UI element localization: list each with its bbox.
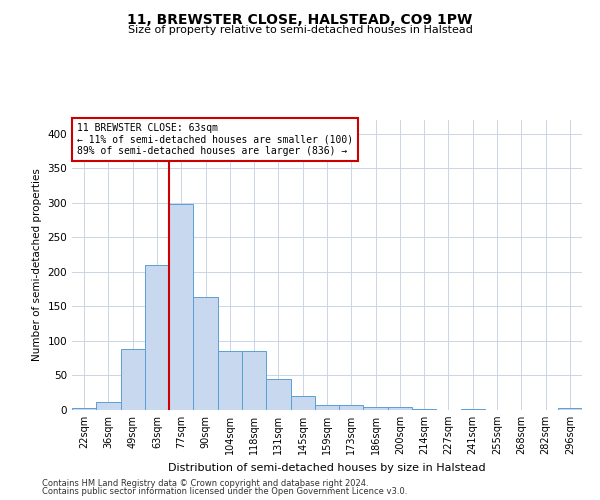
Text: 11, BREWSTER CLOSE, HALSTEAD, CO9 1PW: 11, BREWSTER CLOSE, HALSTEAD, CO9 1PW — [127, 12, 473, 26]
Bar — [121, 349, 145, 410]
Bar — [218, 352, 242, 410]
Bar — [169, 204, 193, 410]
Text: Contains public sector information licensed under the Open Government Licence v3: Contains public sector information licen… — [42, 487, 407, 496]
Bar — [266, 379, 290, 410]
Bar — [315, 405, 339, 410]
Bar — [72, 408, 96, 410]
Bar — [145, 265, 169, 410]
Bar — [290, 396, 315, 410]
Y-axis label: Number of semi-detached properties: Number of semi-detached properties — [32, 168, 42, 362]
Text: Size of property relative to semi-detached houses in Halstead: Size of property relative to semi-detach… — [128, 25, 472, 35]
Bar — [388, 406, 412, 410]
Bar — [339, 405, 364, 410]
Bar — [364, 407, 388, 410]
Bar — [242, 352, 266, 410]
Text: 11 BREWSTER CLOSE: 63sqm
← 11% of semi-detached houses are smaller (100)
89% of : 11 BREWSTER CLOSE: 63sqm ← 11% of semi-d… — [77, 123, 353, 156]
Bar — [558, 408, 582, 410]
Bar — [96, 402, 121, 410]
X-axis label: Distribution of semi-detached houses by size in Halstead: Distribution of semi-detached houses by … — [168, 462, 486, 472]
Bar — [193, 298, 218, 410]
Text: Contains HM Land Registry data © Crown copyright and database right 2024.: Contains HM Land Registry data © Crown c… — [42, 478, 368, 488]
